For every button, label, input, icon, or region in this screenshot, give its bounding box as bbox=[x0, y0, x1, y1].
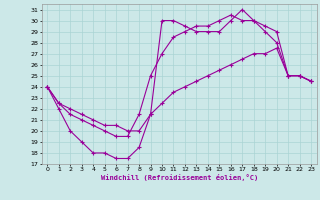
X-axis label: Windchill (Refroidissement éolien,°C): Windchill (Refroidissement éolien,°C) bbox=[100, 174, 258, 181]
